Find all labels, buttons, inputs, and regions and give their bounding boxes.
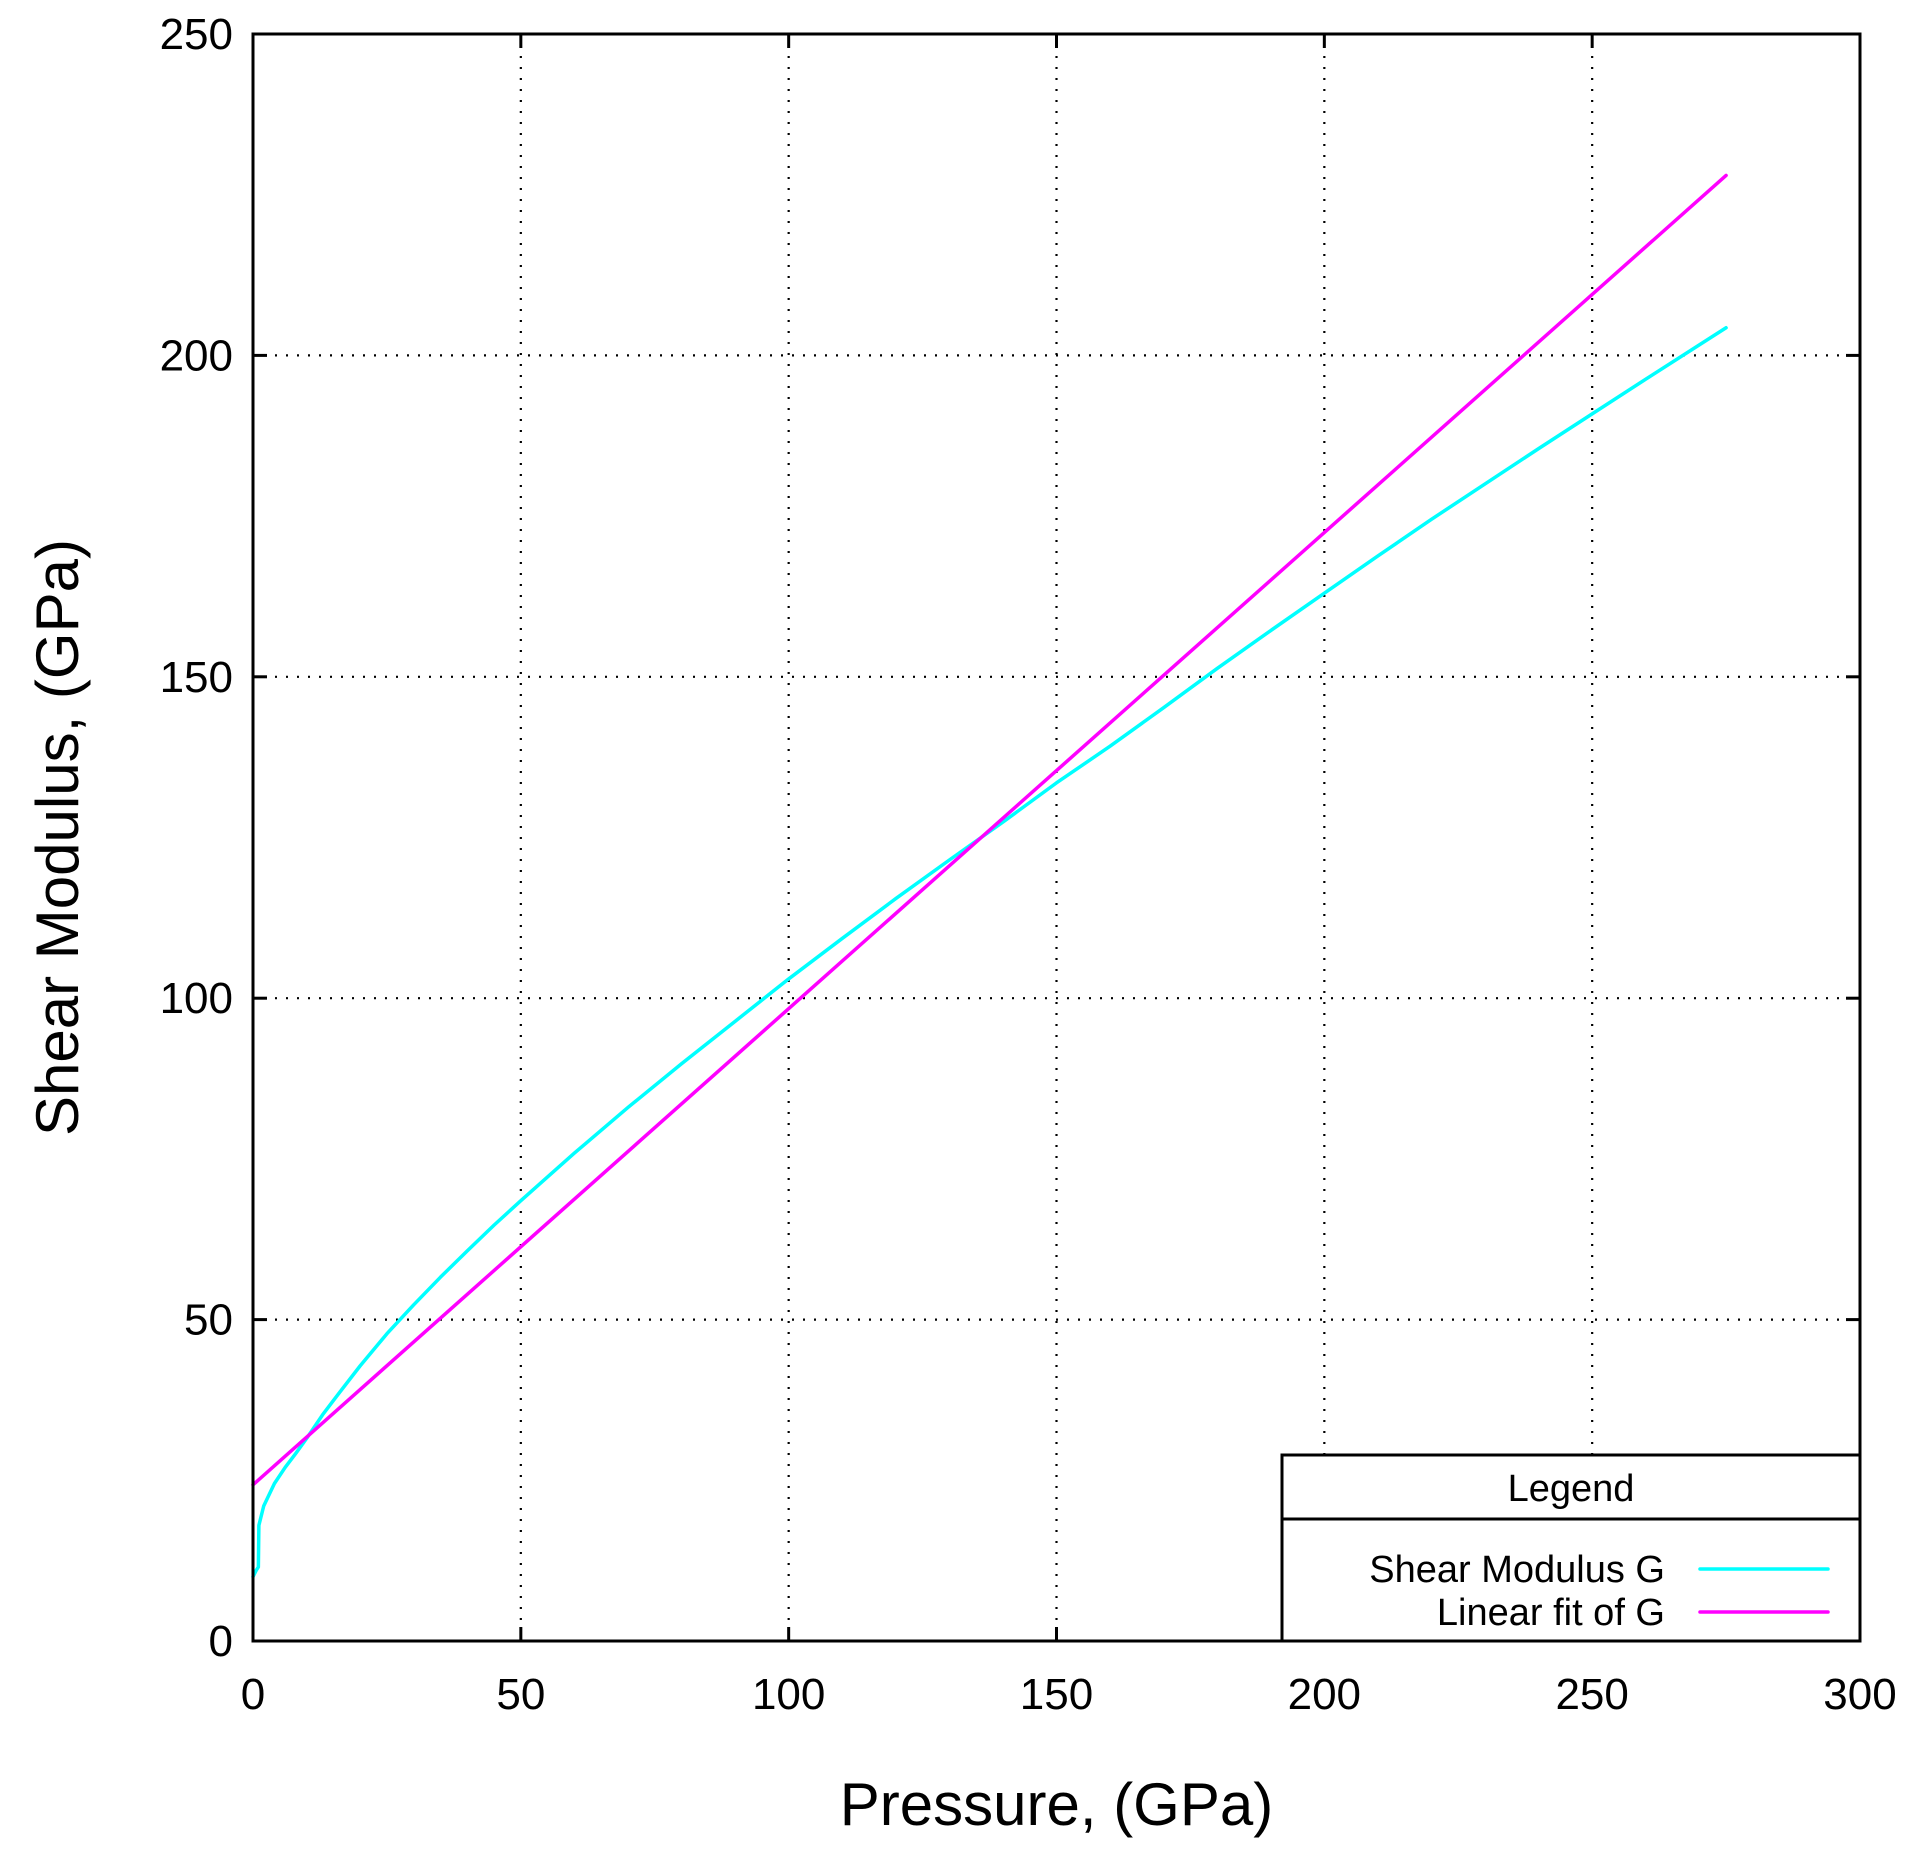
series-lines xyxy=(251,173,1728,1579)
legend-title: Legend xyxy=(1508,1468,1635,1510)
linear-fit-line xyxy=(251,173,1728,1487)
y-tick-label: 200 xyxy=(160,331,233,380)
legend-label-shear-modulus: Shear Modulus G xyxy=(1369,1549,1665,1591)
y-tick-label: 100 xyxy=(160,974,233,1023)
y-axis-title: Shear Modulus, (GPa) xyxy=(24,539,91,1136)
x-tick-label: 200 xyxy=(1288,1670,1361,1719)
legend: Legend Shear Modulus G Linear fit of G xyxy=(1280,1453,1862,1643)
y-tick-label: 150 xyxy=(160,653,233,702)
legend-box xyxy=(1280,1453,1862,1643)
legend-label-linear-fit: Linear fit of G xyxy=(1437,1592,1665,1634)
shear-modulus-line xyxy=(251,326,1728,1579)
x-axis-title: Pressure, (GPa) xyxy=(840,1771,1273,1838)
x-tick-label: 150 xyxy=(1020,1670,1093,1719)
x-tick-label: 50 xyxy=(496,1670,545,1719)
y-tick-label: 50 xyxy=(184,1296,233,1345)
x-tick-label: 0 xyxy=(241,1670,265,1719)
x-tick-label: 250 xyxy=(1555,1670,1628,1719)
y-tick-label: 0 xyxy=(209,1617,233,1666)
y-tick-label: 250 xyxy=(160,10,233,59)
x-tick-label: 300 xyxy=(1823,1670,1896,1719)
x-tick-label: 100 xyxy=(752,1670,825,1719)
grid-lines xyxy=(253,34,1860,1641)
axis-ticks: 0 50 100 150 200 250 300 0 50 100 150 200 250 xyxy=(160,10,1897,1719)
